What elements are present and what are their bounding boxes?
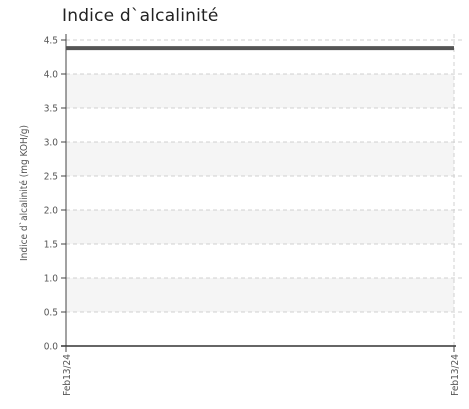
y-tick-label: 4.0	[44, 70, 59, 81]
y-tick-label: 2.0	[44, 206, 59, 217]
grid-band	[66, 278, 454, 312]
x-tick-label: Feb13/24	[450, 354, 461, 396]
y-tick-label: 0.5	[44, 308, 58, 319]
y-tick-label: 1.5	[44, 240, 58, 251]
x-tick-label: Feb13/24	[62, 354, 73, 396]
grid-band	[66, 74, 454, 108]
y-tick-label: 3.0	[44, 138, 59, 149]
y-tick-label: 1.0	[44, 274, 59, 285]
grid-band	[66, 142, 454, 176]
y-tick-label: 0.0	[44, 342, 59, 353]
y-tick-label: 2.5	[44, 172, 58, 183]
y-axis-label: Indice d`alcalinité (mg KOH/g)	[18, 125, 30, 261]
y-tick-label: 4.5	[44, 36, 58, 47]
chart-title: Indice d`alcalinité	[62, 6, 219, 26]
y-tick-label: 3.5	[44, 104, 58, 115]
grid-band	[66, 210, 454, 244]
